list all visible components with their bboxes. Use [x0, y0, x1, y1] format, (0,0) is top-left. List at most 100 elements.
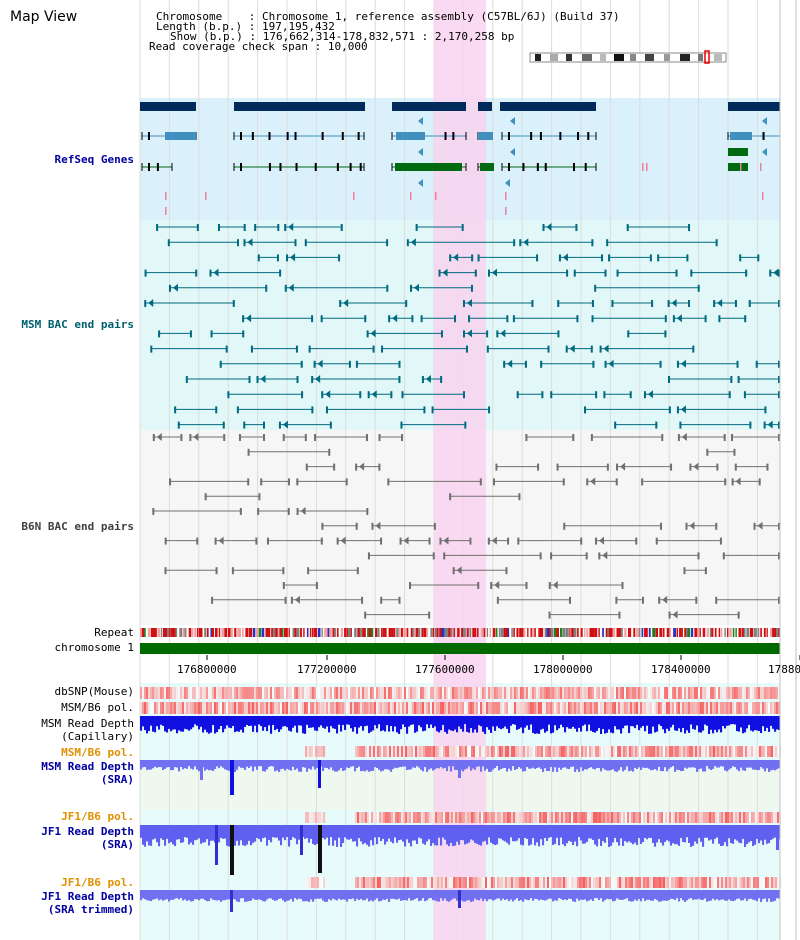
depth-bar: [388, 760, 391, 770]
heat-cell: [709, 812, 712, 823]
bac-end: [215, 406, 218, 414]
depth-bar: [208, 760, 211, 771]
depth-bar: [764, 716, 767, 732]
heat-cell: [555, 812, 558, 823]
bac-end: [284, 596, 287, 604]
depth-bar: [248, 760, 251, 769]
depth-bar: [566, 825, 569, 844]
depth-bar: [664, 760, 667, 768]
depth-bar: [508, 825, 511, 845]
heat-cell: [763, 812, 766, 823]
repeat-element: [655, 628, 659, 637]
depth-bar: [344, 890, 347, 900]
heat-cell: [654, 687, 657, 699]
bac-end: [242, 315, 245, 323]
heat-cell: [420, 687, 423, 699]
depth-bar: [524, 716, 527, 728]
heat-cell: [160, 702, 163, 714]
bac-end: [651, 300, 654, 307]
heat-cell: [648, 702, 651, 714]
bac-arrow: [467, 329, 473, 338]
track-label-msm-bac[interactable]: MSM BAC end pairs: [21, 318, 134, 331]
bac-arrow: [590, 477, 596, 486]
depth-bar: [664, 825, 667, 842]
bac-arrow: [218, 536, 224, 545]
heat-cell: [736, 687, 739, 699]
heat-cell: [599, 746, 602, 757]
heat-cell: [374, 687, 377, 699]
depth-bar: [610, 825, 613, 846]
depth-bar: [458, 716, 461, 727]
depth-bar: [438, 716, 441, 733]
bac-end: [677, 434, 680, 441]
heat-cell: [440, 687, 443, 699]
heat-cell: [562, 687, 565, 699]
heat-cell: [334, 687, 337, 699]
depth-bar: [518, 760, 521, 768]
heat-cell: [723, 812, 726, 823]
bac-arrow: [315, 375, 321, 383]
depth-bar: [390, 716, 393, 727]
depth-bar: [736, 890, 739, 899]
depth-bar: [694, 890, 697, 900]
depth-bar: [380, 825, 383, 842]
heat-cell: [144, 687, 147, 699]
heat-cell: [332, 687, 335, 699]
repeat-element: [248, 628, 252, 637]
depth-bar: [386, 825, 389, 842]
heat-cell: [452, 687, 455, 699]
heat-cell: [676, 687, 679, 699]
depth-bar: [690, 825, 693, 847]
heat-cell: [282, 687, 285, 699]
heat-cell: [298, 687, 301, 699]
heat-cell: [713, 877, 716, 888]
heat-cell: [512, 702, 515, 714]
track-label-refseq[interactable]: RefSeq Genes: [54, 153, 134, 166]
depth-bar: [266, 760, 269, 770]
heat-cell: [462, 702, 465, 714]
depth-bar: [440, 890, 443, 899]
heat-cell: [693, 746, 696, 757]
depth-bar: [674, 890, 677, 900]
heat-cell: [407, 812, 410, 823]
depth-bar: [318, 890, 321, 899]
bac-end: [454, 315, 457, 323]
heat-cell: [286, 687, 289, 699]
depth-bar: [724, 825, 727, 843]
depth-bar: [334, 760, 337, 772]
bac-end: [276, 254, 279, 262]
heat-cell: [190, 702, 193, 714]
heat-cell: [366, 702, 369, 714]
bac-arrow: [414, 283, 420, 292]
depth-bar: [286, 760, 289, 769]
bac-end: [420, 315, 423, 323]
depth-bar: [190, 760, 193, 769]
bac-end: [286, 254, 289, 262]
heat-cell: [641, 746, 644, 757]
depth-bar: [254, 760, 257, 767]
repeat-element: [453, 628, 456, 637]
heat-cell: [196, 702, 199, 714]
heat-cell: [298, 702, 301, 714]
depth-bar: [154, 760, 157, 767]
heat-cell: [429, 877, 432, 888]
heat-cell: [548, 687, 551, 699]
bac-end: [595, 391, 598, 399]
track-label-b6n-bac[interactable]: B6N BAC end pairs: [21, 520, 134, 533]
bac-end: [692, 345, 695, 353]
repeat-element: [749, 628, 754, 637]
heat-cell: [687, 877, 690, 888]
heat-cell: [425, 812, 428, 823]
heat-cell: [491, 746, 494, 757]
depth-bar: [754, 825, 757, 845]
heat-cell: [616, 702, 619, 714]
depth-bar: [746, 825, 749, 845]
depth-bar: [512, 716, 515, 725]
repeat-element: [519, 628, 522, 637]
heat-cell: [748, 702, 751, 714]
heat-cell: [489, 812, 492, 823]
depth-bar: [450, 890, 453, 901]
depth-bar: [702, 890, 705, 900]
heat-cell: [439, 877, 442, 888]
